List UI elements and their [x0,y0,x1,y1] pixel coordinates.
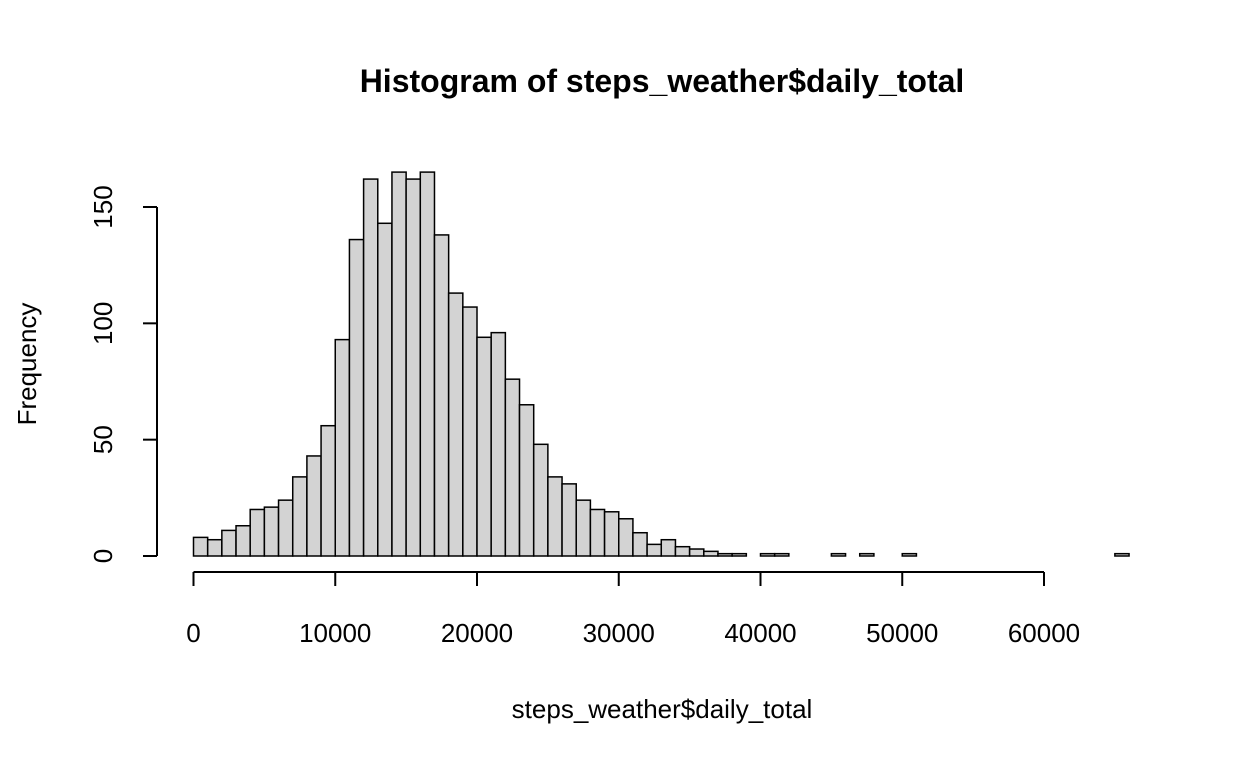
histogram-bar [532,443,549,557]
histogram-bar [192,536,209,557]
histogram-bar [589,508,606,557]
histogram-bar [277,499,294,557]
y-tick-label: 150 [88,185,118,228]
histogram-bar [773,552,790,557]
histogram-bar [320,424,337,557]
histogram-bar [674,545,691,557]
histogram-bar [377,222,393,557]
histogram-bar [433,234,450,557]
histogram-bar [419,171,436,557]
y-tick-label: 100 [88,302,118,345]
histogram-bar [249,508,266,557]
histogram-bar [391,171,407,557]
histogram-bar [1114,552,1130,557]
y-tick-label: 50 [88,425,118,454]
histogram-bar [221,529,237,557]
histogram-bar [603,511,620,557]
histogram-bar [447,292,464,557]
histogram-bar [759,552,776,557]
histogram-bar [703,550,719,557]
histogram-bar [575,499,592,557]
x-tick-label: 0 [186,618,200,648]
chart-title: Histogram of steps_weather$daily_total [360,63,965,99]
histogram-bars [192,171,1130,557]
histogram-bar [632,531,648,557]
y-axis: 0 50 100 150 [88,185,158,563]
histogram-bar [561,483,577,557]
histogram-bar [206,538,223,557]
histogram-bar [660,538,677,557]
histogram-bar [306,455,322,557]
histogram-bar [476,336,492,557]
histogram-bar [235,525,251,557]
y-tick-label: 0 [88,549,118,563]
x-tick-label: 50000 [866,618,938,648]
histogram-bar [646,543,663,557]
x-axis: 0 10000 20000 30000 40000 50000 60000 [186,571,1080,648]
histogram-bar [731,552,748,557]
histogram-bar [518,404,535,557]
x-tick-label: 60000 [1008,618,1080,648]
histogram-bar [618,518,634,557]
histogram-bar [291,476,308,557]
x-tick-label: 30000 [583,618,655,648]
histogram-bar [405,178,422,557]
x-tick-label: 10000 [299,618,371,648]
x-tick-label: 40000 [724,618,796,648]
histogram-bar [263,506,280,557]
histogram-bar [362,178,379,557]
histogram-bar [717,552,733,557]
histogram-bar [462,306,478,557]
x-tick-label: 20000 [441,618,513,648]
histogram-bar [830,552,847,557]
histogram-bar [490,331,507,557]
histogram-bar [688,548,705,557]
x-axis-label: steps_weather$daily_total [512,694,813,724]
histogram-bar [547,476,563,557]
histogram-bar [858,552,875,557]
histogram-bar [334,338,351,557]
histogram-bar [901,552,918,557]
histogram-bar [348,238,365,557]
histogram-bar [504,378,521,557]
y-axis-label: Frequency [12,303,42,426]
